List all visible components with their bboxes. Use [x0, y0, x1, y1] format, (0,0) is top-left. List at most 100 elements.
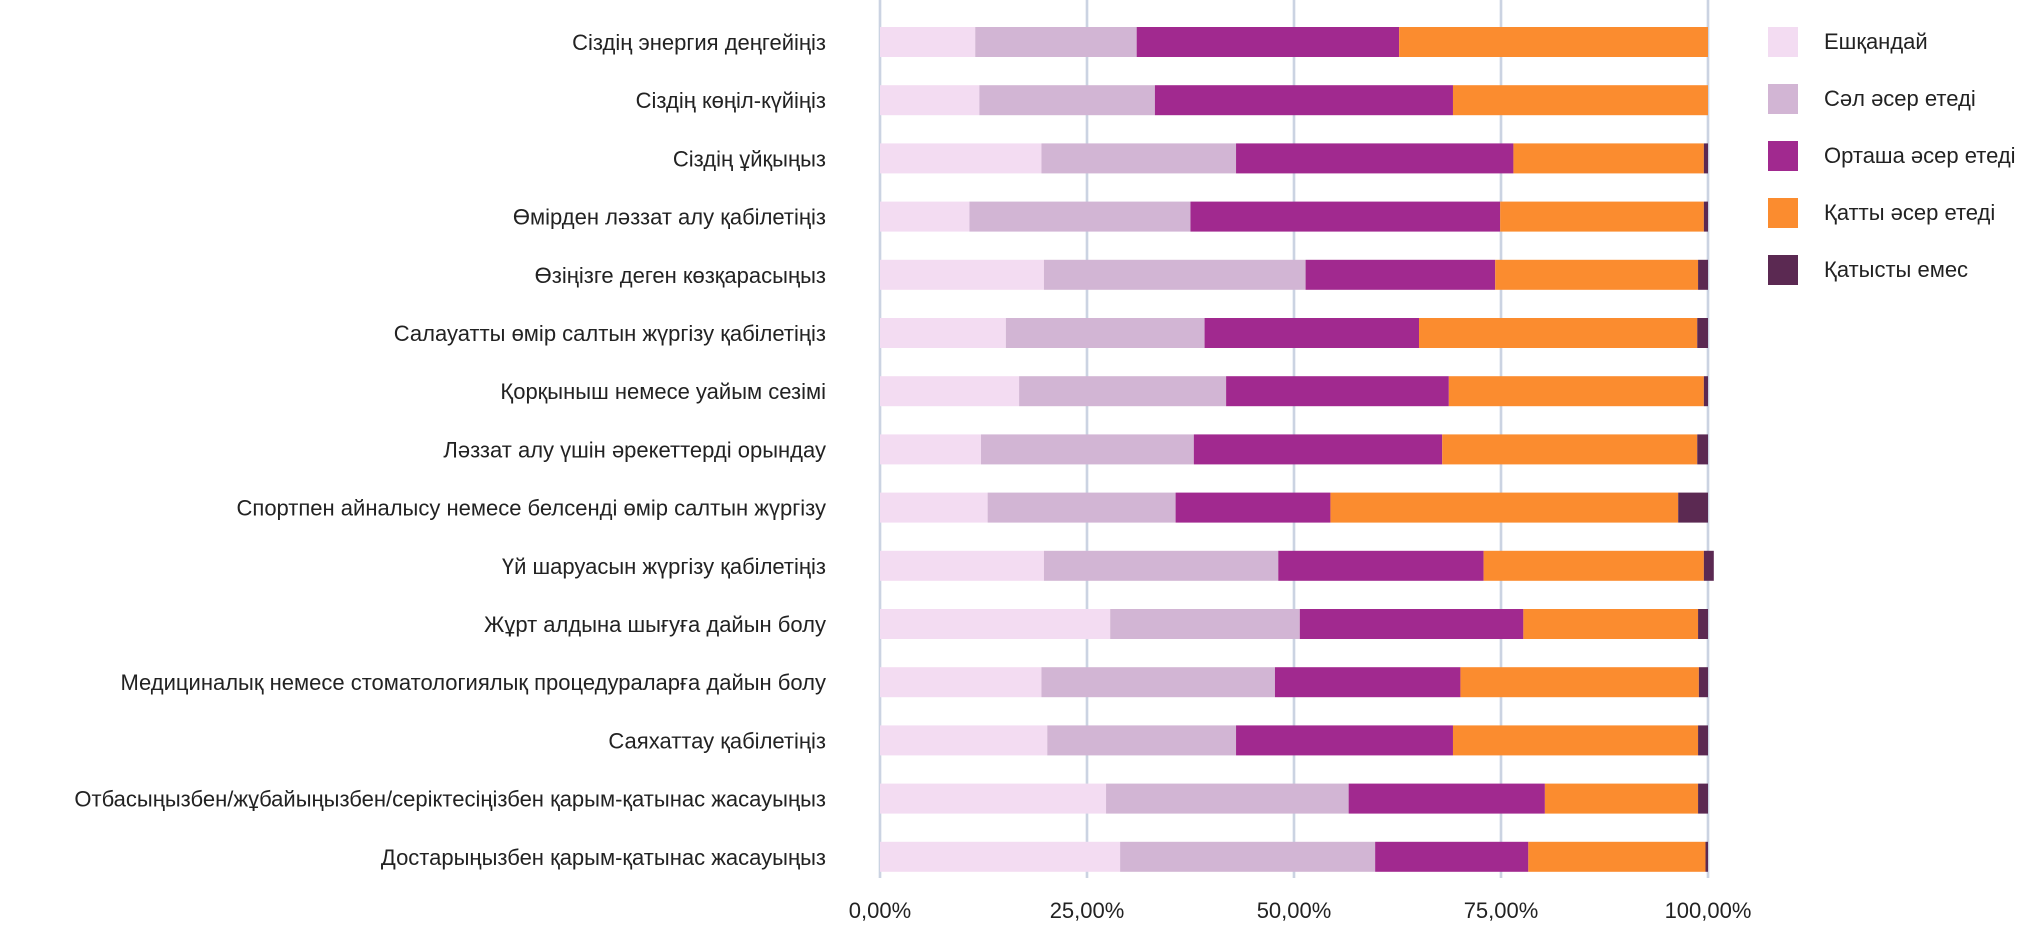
category-label: Ләззат алу үшін әрекеттерді орындау: [443, 437, 826, 462]
legend-swatch: [1768, 255, 1798, 285]
legend-swatch: [1768, 198, 1798, 228]
bar-segment: [1106, 783, 1349, 814]
bar-segment: [1399, 27, 1708, 57]
bar-segment: [1120, 841, 1376, 872]
legend-label: Қатты әсер етеді: [1824, 200, 1995, 225]
legend-label: Орташа әсер етеді: [1824, 143, 2016, 168]
bar-segment: [1448, 376, 1704, 407]
bar-segment: [1698, 609, 1708, 639]
bar-segment: [1452, 85, 1708, 116]
bar-segment: [1043, 259, 1306, 290]
bar-segment: [1175, 492, 1331, 523]
category-label: Үй шаруасын жүргізу қабілетіңіз: [502, 554, 826, 579]
legend-swatch: [1768, 141, 1798, 171]
bar-segment: [880, 434, 982, 465]
bar-segment: [880, 201, 970, 232]
category-label: Саяхаттау қабілетіңіз: [608, 728, 826, 753]
bar-segment: [1278, 550, 1484, 581]
bar-segment: [1110, 609, 1300, 639]
bar-segment: [880, 376, 1020, 407]
bar-segment: [1452, 725, 1699, 756]
bars-layer: [880, 27, 1714, 872]
category-label: Жұрт алдына шығуға дайын болу: [484, 612, 826, 637]
bar-segment: [880, 783, 1107, 814]
category-label: Сіздің көңіл-күйіңіз: [636, 88, 826, 113]
bar-segment: [1041, 667, 1275, 698]
legend-swatch: [1768, 27, 1798, 57]
bar-segment: [1299, 609, 1524, 639]
bar-segment: [1483, 550, 1704, 581]
x-axis-ticks: 0,00% 25,00% 50,00% 75,00% 100,00%: [849, 898, 1752, 923]
category-label: Сіздің ұйқыңыз: [673, 146, 826, 171]
bar-segment: [1193, 434, 1443, 465]
x-tick-label: 75,00%: [1464, 898, 1539, 923]
category-labels: Сіздің энергия деңгейіңіз Сіздің көңіл-кү…: [74, 30, 826, 870]
bar-segment: [1019, 376, 1227, 407]
bar-segment: [1348, 783, 1545, 814]
x-tick-label: 25,00%: [1050, 898, 1125, 923]
bar-segment: [1460, 667, 1699, 698]
bar-segment: [1375, 841, 1529, 872]
bar-segment: [1041, 143, 1237, 174]
bar-segment: [1698, 783, 1708, 814]
bar-segment: [987, 492, 1176, 523]
x-tick-label: 50,00%: [1257, 898, 1332, 923]
bar-segment: [1274, 667, 1461, 698]
legend-label: Сәл әсер етеді: [1824, 86, 1976, 111]
bar-segment: [1500, 201, 1704, 232]
bar-segment: [1703, 143, 1708, 174]
bar-segment: [1204, 318, 1420, 348]
bar-segment: [880, 318, 1006, 348]
bar-segment: [1154, 85, 1453, 116]
bar-segment: [1442, 434, 1698, 465]
category-label: Отбасыңызбен/жұбайыңызбен/серіктесіңізбе…: [74, 787, 826, 812]
category-label: Өзіңізге деген көзқарасыңыз: [535, 263, 826, 288]
bar-segment: [1697, 434, 1708, 465]
bar-segment: [880, 259, 1044, 290]
category-label: Салауатты өмір салтын жүргізу қабілетіңі…: [394, 321, 826, 346]
bar-segment: [1703, 550, 1714, 581]
bar-segment: [1236, 725, 1453, 756]
bar-segment: [1698, 667, 1708, 698]
bar-segment: [979, 85, 1155, 116]
bar-segment: [1698, 259, 1708, 290]
bar-segment: [1544, 783, 1699, 814]
bar-segment: [880, 841, 1121, 872]
bar-segment: [1305, 259, 1496, 290]
bar-segment: [1678, 492, 1708, 523]
category-label: Өмірден ләззат алу қабілетіңіз: [513, 205, 826, 230]
x-tick-label: 100,00%: [1665, 898, 1752, 923]
legend-swatch: [1768, 84, 1798, 114]
bar-segment: [969, 201, 1191, 232]
bar-segment: [880, 667, 1042, 698]
bar-segment: [975, 27, 1137, 57]
legend-label: Ешқандай: [1824, 29, 1928, 54]
bar-segment: [1236, 143, 1514, 174]
legend: Ешқандай Сәл әсер етеді Орташа әсер етеді Қ…: [1768, 27, 2016, 285]
bar-segment: [1005, 318, 1205, 348]
category-label: Достарыңызбен қарым-қатынас жасауыңыз: [381, 845, 826, 870]
bar-segment: [1513, 143, 1704, 174]
legend-label: Қатысты емес: [1824, 257, 1968, 282]
x-tick-label: 0,00%: [849, 898, 911, 923]
bar-segment: [1705, 841, 1708, 872]
bar-segment: [1419, 318, 1698, 348]
bar-segment: [880, 609, 1111, 639]
bar-segment: [880, 725, 1048, 756]
bar-segment: [981, 434, 1194, 465]
bar-segment: [880, 85, 980, 116]
bar-segment: [1043, 550, 1279, 581]
bar-segment: [1190, 201, 1501, 232]
bar-segment: [1697, 318, 1708, 348]
category-label: Спортпен айналысу немесе белсенді өмір с…: [237, 496, 826, 521]
bar-segment: [1703, 201, 1708, 232]
bar-segment: [1047, 725, 1237, 756]
category-label: Қорқыныш немесе уайым сезімі: [500, 379, 826, 404]
bar-segment: [1330, 492, 1679, 523]
bar-segment: [880, 492, 988, 523]
bar-segment: [1528, 841, 1706, 872]
bar-segment: [1226, 376, 1449, 407]
bar-segment: [1136, 27, 1400, 57]
bar-segment: [1703, 376, 1708, 407]
